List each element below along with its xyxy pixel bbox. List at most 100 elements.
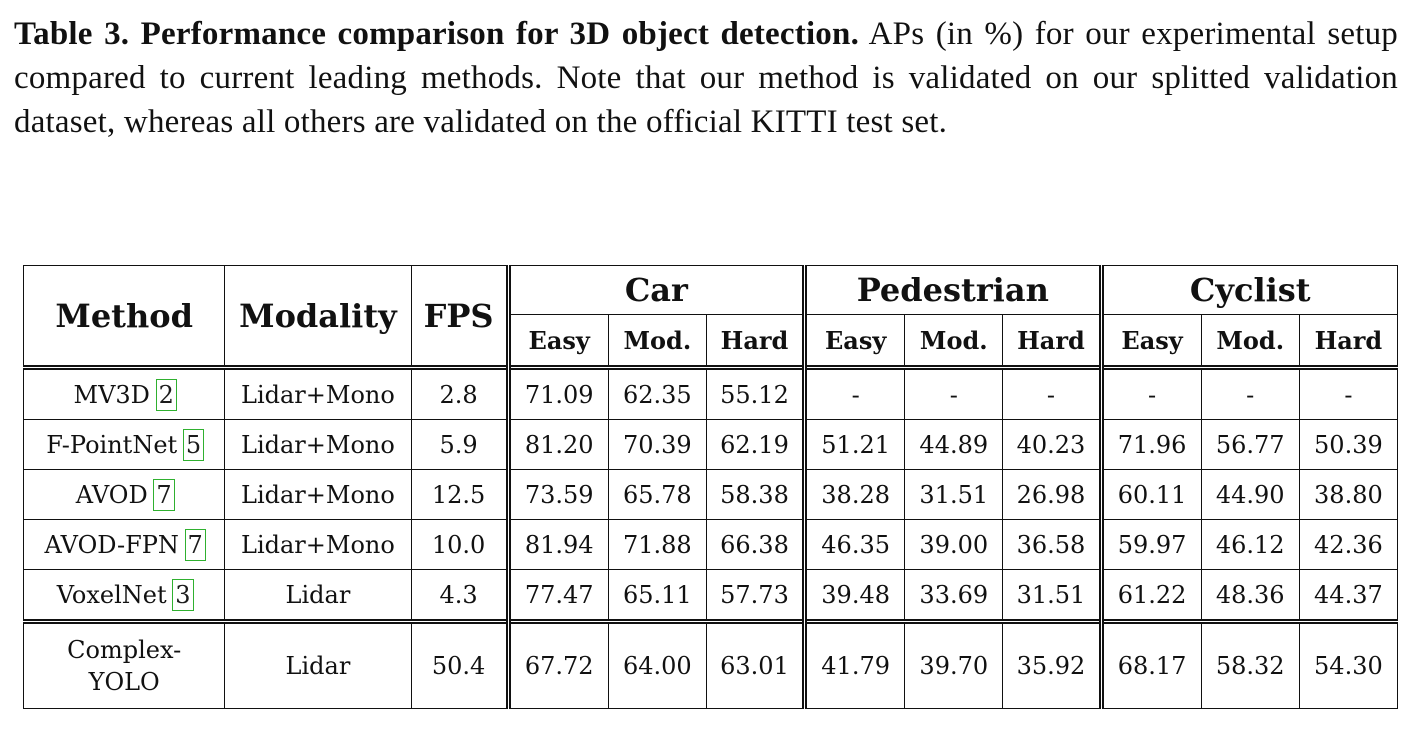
value-cell: 50.39 (1298, 419, 1399, 470)
value-cell: 65.11 (607, 569, 707, 622)
value-cell: 38.80 (1298, 469, 1399, 520)
table-row: VoxelNet 3 Lidar 4.3 77.47 65.11 57.73 3… (22, 569, 1399, 622)
method-name: F-PointNet (46, 430, 178, 459)
value-cell: 48.36 (1200, 569, 1300, 622)
value-cell: 60.11 (1098, 469, 1202, 520)
fps-cell-best: 50.4 (410, 619, 509, 709)
value-cell: 71.09 (505, 365, 609, 420)
value-cell: 63.01 (705, 619, 806, 709)
citation-link[interactable]: 3 (172, 578, 194, 611)
value-cell: 57.73 (705, 569, 806, 622)
value-cell: - (904, 365, 1004, 420)
method-cell: F-PointNet 5 (22, 419, 226, 470)
value-cell: 58.38 (705, 469, 806, 520)
value-cell: 67.72 (505, 619, 609, 709)
value-cell: 64.00 (607, 619, 707, 709)
fps-cell: 12.5 (410, 469, 509, 520)
value-cell: 61.22 (1098, 569, 1202, 622)
table-row: F-PointNet 5 Lidar+Mono 5.9 81.20 70.39 … (22, 419, 1399, 470)
table-row: AVOD 7 Lidar+Mono 12.5 73.59 65.78 58.38… (22, 469, 1399, 520)
value-cell: 39.70 (904, 619, 1004, 709)
value-cell: 55.12 (705, 365, 806, 420)
citation-link[interactable]: 2 (155, 378, 177, 411)
header-method: Method (22, 265, 226, 368)
value-cell: - (1098, 365, 1202, 420)
citation-link[interactable]: 7 (153, 478, 175, 511)
value-cell: 62.19 (705, 419, 806, 470)
citation-link[interactable]: 7 (184, 528, 206, 561)
header-cyclist: Cyclist (1098, 265, 1398, 315)
value-cell: - (1002, 365, 1102, 420)
value-cell-best: 40.23 (1002, 419, 1102, 470)
header-fps: FPS (410, 265, 509, 368)
value-cell: 44.90 (1200, 469, 1300, 520)
header-car-easy: Easy (505, 314, 609, 368)
value-cell-best: 44.89 (904, 419, 1004, 470)
value-cell-best: 66.38 (705, 519, 806, 570)
value-cell: 39.48 (802, 569, 906, 622)
header-cyc-hard: Hard (1298, 314, 1399, 368)
value-cell: 44.37 (1298, 569, 1399, 622)
value-cell: 68.17 (1098, 619, 1202, 709)
header-ped-mod: Mod. (904, 314, 1004, 368)
method-name-line1: Complex- (67, 636, 182, 664)
value-cell: - (1200, 365, 1300, 420)
value-cell-best: 81.94 (505, 519, 609, 570)
value-cell: - (802, 365, 906, 420)
method-name-line2: YOLO (88, 668, 160, 696)
header-car: Car (505, 265, 806, 315)
header-ped-easy: Easy (802, 314, 906, 368)
value-cell: 62.35 (607, 365, 707, 420)
value-cell-best: 54.30 (1298, 619, 1399, 709)
fps-cell: 10.0 (410, 519, 509, 570)
value-cell: 35.92 (1002, 619, 1102, 709)
modality-cell: Lidar+Mono (224, 469, 412, 520)
fps-cell: 2.8 (410, 365, 509, 420)
modality-cell: Lidar (224, 619, 412, 709)
method-cell: AVOD-FPN 7 (22, 519, 226, 570)
value-cell: 77.47 (505, 569, 609, 622)
header-cyc-mod: Mod. (1200, 314, 1300, 368)
value-cell: 56.77 (1200, 419, 1300, 470)
method-cell: AVOD 7 (22, 469, 226, 520)
citation-link[interactable]: 5 (182, 428, 205, 461)
value-cell: 39.00 (904, 519, 1004, 570)
value-cell-best: 71.88 (607, 519, 707, 570)
header-row-1: Method Modality FPS Car Pedestrian Cycli… (22, 265, 1398, 368)
caption-label: Table 3. Performance comparison for 3D o… (14, 16, 860, 52)
value-cell: 42.36 (1298, 519, 1399, 570)
method-name: AVOD-FPN (44, 530, 179, 559)
modality-cell: Lidar+Mono (224, 519, 412, 570)
method-cell: VoxelNet 3 (22, 569, 226, 622)
value-cell: 41.79 (802, 619, 906, 709)
value-cell: 33.69 (904, 569, 1004, 622)
value-cell: 65.78 (607, 469, 707, 520)
value-cell: 59.97 (1098, 519, 1202, 570)
header-car-hard: Hard (705, 314, 806, 368)
value-cell: 38.28 (802, 469, 906, 520)
performance-table: Method Modality FPS Car Pedestrian Cycli… (22, 265, 1399, 709)
fps-cell: 5.9 (410, 419, 509, 470)
table-row: MV3D 2 Lidar+Mono 2.8 71.09 62.35 55.12 … (22, 365, 1399, 420)
value-cell-best: 71.96 (1098, 419, 1202, 470)
value-cell: 31.51 (904, 469, 1004, 520)
header-car-mod: Mod. (607, 314, 707, 368)
value-cell: 31.51 (1002, 569, 1102, 622)
value-cell: 70.39 (607, 419, 707, 470)
value-cell: 73.59 (505, 469, 609, 520)
modality-cell: Lidar (224, 569, 412, 622)
value-cell: 26.98 (1002, 469, 1102, 520)
method-cell: Complex- YOLO (22, 619, 226, 709)
modality-cell: Lidar+Mono (224, 419, 412, 470)
header-row-2: Easy Mod. Hard Easy Mod. Hard Easy Mod. … (24, 314, 1399, 368)
fps-cell: 4.3 (410, 569, 509, 622)
header-ped-hard: Hard (1002, 314, 1102, 368)
modality-cell: Lidar+Mono (224, 365, 412, 420)
value-cell: 36.58 (1002, 519, 1102, 570)
caption-text: APs (in %) for our experimental setup co… (14, 16, 1398, 140)
header-cyc-easy: Easy (1098, 314, 1202, 368)
value-cell: 46.12 (1200, 519, 1300, 570)
table-row: AVOD-FPN 7 Lidar+Mono 10.0 81.94 71.88 6… (22, 519, 1399, 570)
header-modality: Modality (224, 265, 412, 368)
value-cell: - (1298, 365, 1399, 420)
